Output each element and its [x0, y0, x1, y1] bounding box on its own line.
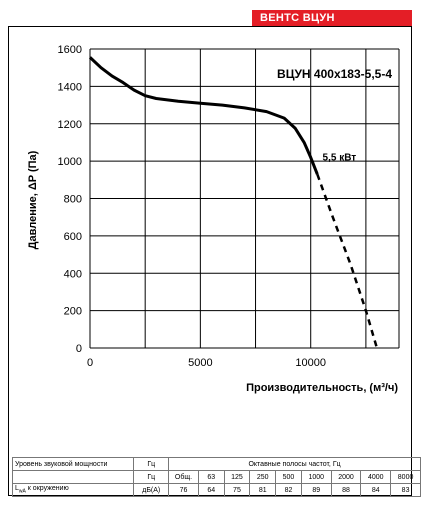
frequency-column: 1000	[300, 470, 332, 484]
sound-level-value: 89	[300, 483, 332, 497]
axis-ticks: 0 200 400 600 800 1000 1200 1400 1600 0 5000 10000	[58, 44, 326, 369]
frequency-column: 125	[223, 470, 251, 484]
y-tick-label: 1200	[58, 119, 82, 131]
frequency-column: 8000	[390, 470, 421, 484]
frequency-column: 63	[197, 470, 225, 484]
octave-bands-label: Октавные полосы частот, Гц	[168, 457, 421, 471]
frequency-column: 500	[275, 470, 302, 484]
frequency-column: 250	[249, 470, 277, 484]
frequency-column: 2000	[330, 470, 362, 484]
x-axis-label: Производительность, (м³/ч)	[246, 382, 398, 394]
sound-level-value: 64	[197, 483, 225, 497]
y-tick-label: 1400	[58, 81, 82, 93]
sound-level-value: 82	[275, 483, 302, 497]
noise-table: Уровень звуковой мощности Гц Октавные по…	[11, 457, 421, 497]
values-row: LwA к окружению дБ(А) 76 64 75 81 82 89 88 84 83	[11, 483, 421, 497]
dba-unit: дБ(А)	[133, 483, 170, 497]
frequency-column: Общ.	[168, 470, 199, 484]
frequency-column: 4000	[360, 470, 392, 484]
x-tick-label: 0	[87, 357, 93, 369]
frequency-row: Гц Общ. 63 125 250 500 1000 2000 4000 8000	[11, 470, 421, 484]
y-tick-label: 600	[64, 231, 82, 243]
sound-level-value: 88	[330, 483, 362, 497]
chart-title: ВЦУН 400х183-5,5-4	[277, 67, 392, 81]
brand-logo: ВЕНТС ВЦУН	[252, 10, 412, 26]
sound-level-value: 84	[360, 483, 392, 497]
y-tick-label: 1600	[58, 44, 82, 56]
sound-level-value: 75	[223, 483, 251, 497]
sound-level-label: LwA к окружению	[11, 483, 135, 497]
y-tick-label: 0	[76, 343, 82, 355]
fan-curve-5-5kw	[88, 56, 319, 175]
sound-level-value: 76	[168, 483, 199, 497]
sound-power-label: Уровень звуковой мощности	[11, 457, 135, 471]
x-tick-label: 5000	[188, 357, 212, 369]
unit-hz: Гц	[133, 457, 170, 471]
chart-grid	[89, 48, 400, 349]
y-tick-label: 200	[64, 306, 82, 318]
noise-header-row: Уровень звуковой мощности Гц Октавные по…	[11, 457, 421, 471]
fan-curve-extrapolated	[316, 173, 379, 349]
frequency-row-label	[11, 470, 135, 484]
y-tick-label: 400	[64, 268, 82, 280]
x-tick-label: 10000	[295, 357, 326, 369]
power-annotation: 5,5 кВт	[323, 152, 357, 163]
y-tick-label: 800	[64, 194, 82, 206]
sound-level-value: 81	[249, 483, 277, 497]
y-tick-label: 1000	[58, 156, 82, 168]
sound-level-value: 83	[390, 483, 421, 497]
frequency-unit: Гц	[133, 470, 170, 484]
chart-curves	[88, 56, 379, 349]
y-axis-label: Давление, ΔP (Па)	[27, 150, 39, 249]
